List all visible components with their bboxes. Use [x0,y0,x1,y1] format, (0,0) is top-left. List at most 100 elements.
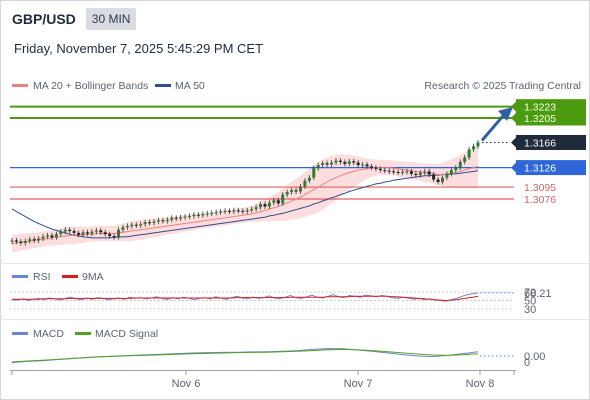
x-tick-label: Nov 8 [466,378,495,390]
candle-body [392,171,396,173]
candle-body [223,210,227,212]
candle-body [59,231,63,235]
candle-body [418,172,422,176]
candle-body [263,204,267,207]
forecast-arrow-head [498,106,513,121]
candle-body [307,177,311,181]
candle-body [148,222,152,224]
resistance-price-label: 1.3205 [524,113,556,125]
candle-body [143,222,147,225]
candle-body [427,171,431,175]
rsi-level-label: 50 [524,296,536,308]
candle-body [19,241,23,243]
candle-body [440,177,444,183]
candle-body [330,162,334,165]
candle-body [188,215,192,217]
rsi-ma-legend-label: 9MA [82,271,104,283]
candle-body [254,207,258,210]
candle-body [205,213,209,215]
candle-body [156,220,160,222]
candle-body [396,171,400,173]
candle-body [423,171,427,173]
macd-signal-legend-label: MACD Signal [95,328,158,340]
candle-body [290,190,294,193]
candle-body [383,170,387,172]
candle-body [303,180,307,187]
macd-pane: 0.000 [11,348,545,369]
macd-signal-legend-swatch [75,332,91,335]
symbol-label: GBP/USD [12,11,76,27]
candle-body [458,161,462,168]
rsi-ma-line [12,295,479,302]
candle-body [50,235,54,238]
candle-body [41,236,45,239]
candle-body [85,232,89,234]
candle-body [152,221,156,223]
current-price-tag-pointer [511,137,516,148]
candle-body [32,239,36,241]
macd-line [11,348,479,364]
macd-signal-line [11,348,479,363]
forecast-arrow-shaft [480,114,505,142]
rsi-level-label: 68.21 [524,288,552,300]
candle-body [245,210,249,212]
candle-body [250,209,254,211]
candle-body [227,210,231,212]
candle-body [445,173,449,178]
bollinger-band [12,145,478,253]
candle-body [68,229,72,232]
candle-body [130,224,134,226]
resistance-price-tag-pointer [511,112,516,123]
candle-body [165,219,169,221]
candle-body [161,220,165,222]
candle-body [117,229,121,238]
candle-body [108,234,112,237]
candle-body [281,194,285,204]
support-price-label: 1.3076 [524,194,556,206]
candle-body [414,173,418,176]
macd-legend-label: MACD [33,328,64,340]
ma50-line [11,170,479,239]
candle-body [112,236,116,238]
candle-body [338,160,342,162]
ma20-legend-label: MA 20 + Bollinger Bands [33,80,148,92]
candle-body [77,232,81,235]
candle-body [236,210,240,212]
candle-body [23,241,27,243]
candle-body [219,211,223,213]
resistance-price-tag [516,99,586,115]
candle-body [294,190,298,192]
candle-body [241,210,245,212]
ma50-legend-swatch [155,84,171,87]
candle-body [374,167,378,169]
candle-body [321,163,325,166]
pivot-price-tag [516,160,586,176]
ma20-legend-swatch [12,84,28,87]
candle-body [99,230,103,233]
x-tick-label: Nov 7 [344,378,373,390]
candle-body [463,157,467,162]
support-price-label: 1.3095 [524,182,556,194]
candle-body [125,225,129,228]
candle-body [387,170,391,172]
candle-body [14,240,18,242]
current-price-tag [516,134,586,150]
candle-body [361,164,365,166]
candle-body [369,166,373,168]
candle-body [312,168,316,178]
candle-body [352,161,356,163]
candle-body [476,142,480,147]
candle-body [170,217,174,220]
candle-body [201,214,205,216]
candle-body [90,231,94,234]
candle-body [365,164,369,167]
candle-body [28,239,32,242]
candle-body [134,224,138,226]
x-tick-label: Nov 6 [172,378,201,390]
timeframe-button[interactable]: 30 MIN [85,8,137,30]
candle-body [179,217,183,219]
candle-body [174,217,178,219]
candle-body [72,231,76,233]
